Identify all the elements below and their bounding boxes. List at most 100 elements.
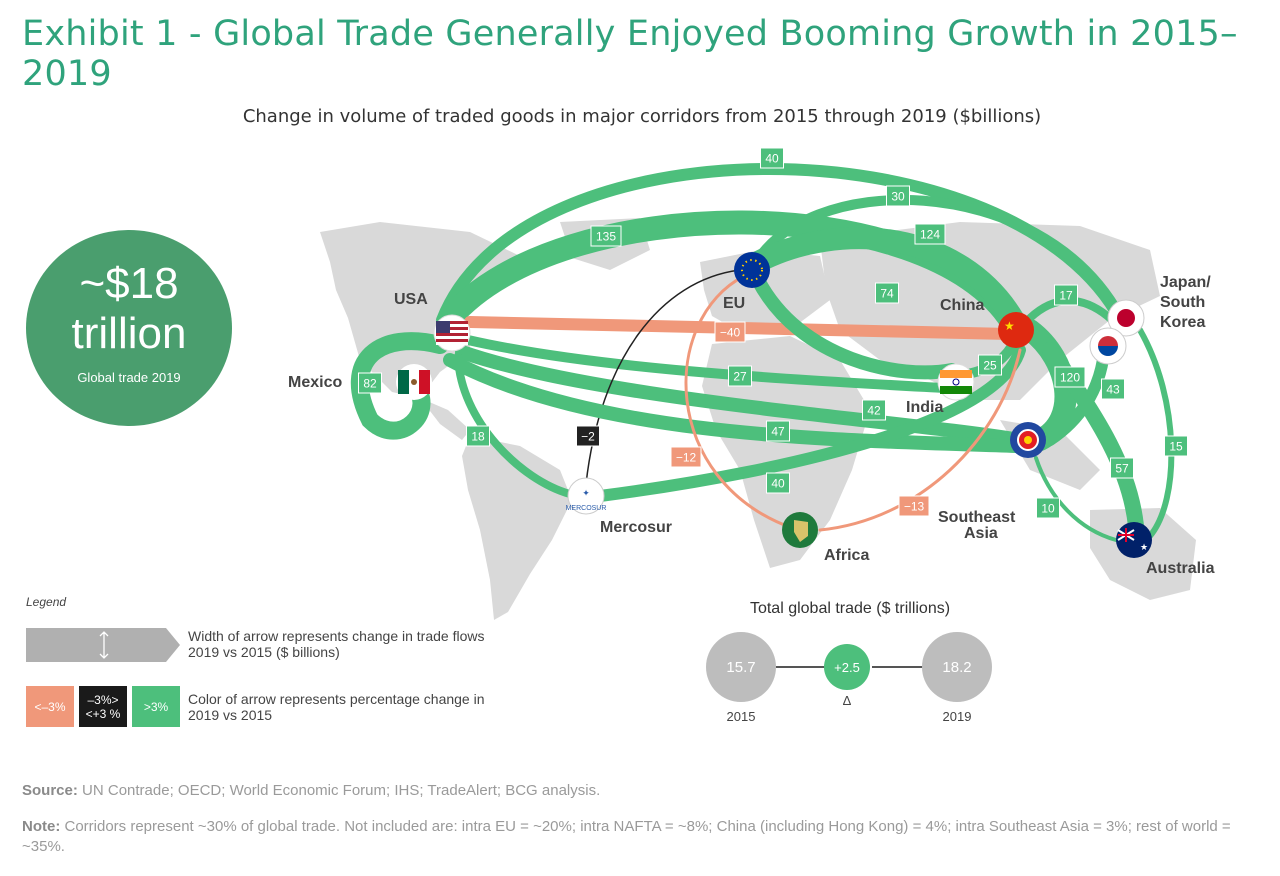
flow-label-box xyxy=(1054,284,1078,306)
australia-flag-icon: ★ xyxy=(1116,522,1152,558)
svg-text:✦: ✦ xyxy=(582,488,590,498)
label-usa: USA xyxy=(394,291,428,308)
flow-label: 43 xyxy=(1101,378,1125,400)
flow-label: 10 xyxy=(1036,497,1060,519)
flow-label-value: 27 xyxy=(733,370,747,384)
region-labels: USA Mexico EU China Japan/ South Korea I… xyxy=(288,274,1215,577)
flow-label-box xyxy=(670,446,702,468)
flow-label-value: −12 xyxy=(676,451,697,465)
legend-color-text: Color of arrow represents percentage cha… xyxy=(188,691,485,723)
legend-box-positive: >3% xyxy=(132,686,180,727)
total-delta-circle: +2.5 xyxy=(824,644,870,690)
note-label: Note: xyxy=(22,818,61,835)
flow-china-sea xyxy=(1019,319,1077,451)
flow-label-box xyxy=(466,425,490,447)
flow-label-value: 30 xyxy=(891,190,905,204)
flow-label-box xyxy=(1054,366,1086,388)
flow-label-value: −2 xyxy=(581,430,595,444)
central-america-landmass xyxy=(420,398,470,440)
label-japan-line2: South xyxy=(1160,294,1205,311)
flow-label-value: 74 xyxy=(880,287,894,301)
flow-label-value: 10 xyxy=(1041,502,1055,516)
flow-label: 27 xyxy=(728,365,752,387)
flow-eu-africa xyxy=(684,274,794,530)
flow-label-value: −40 xyxy=(720,326,741,340)
flow-eu-india xyxy=(751,273,959,380)
total-connector-right xyxy=(872,666,924,668)
svg-text:MERCOSUR: MERCOSUR xyxy=(566,505,607,512)
flow-label-box xyxy=(728,365,752,387)
flow-label-box xyxy=(886,185,910,207)
label-eu: EU xyxy=(723,295,745,312)
chart-title: Exhibit 1 - Global Trade Generally Enjoy… xyxy=(22,14,1238,94)
flow-label-value: 25 xyxy=(983,359,997,373)
legend-box-neutral: –3%> <+3 % xyxy=(79,686,127,727)
source-label: Source: xyxy=(22,782,78,799)
flow-label-box xyxy=(1164,435,1188,457)
flow-label-box xyxy=(358,372,382,394)
flow-label-value: 82 xyxy=(363,377,377,391)
flow-label: 135 xyxy=(590,225,622,247)
japan-flag-icon xyxy=(1107,299,1145,337)
label-japan-line1: Japan/ xyxy=(1160,274,1211,291)
china-flag-icon: ★ xyxy=(998,312,1034,348)
africa-landmass xyxy=(702,336,870,568)
svg-text:★: ★ xyxy=(1004,319,1015,333)
flow-label: −13 xyxy=(898,495,930,517)
label-india: India xyxy=(906,399,943,416)
flow-label-value: 17 xyxy=(1059,289,1073,303)
korea-flag-icon xyxy=(1089,327,1127,365)
flow-label: −40 xyxy=(714,321,746,343)
flow-japan-australia xyxy=(1137,327,1175,539)
flow-label-value: −13 xyxy=(904,500,925,514)
flow-usa-mercosur xyxy=(454,352,574,498)
flow-usa-mexico xyxy=(350,332,449,440)
label-australia: Australia xyxy=(1146,560,1215,577)
flow-label: 57 xyxy=(1110,457,1134,479)
flow-label-box xyxy=(1110,457,1134,479)
flow-label-box xyxy=(875,282,899,304)
flow-label: 25 xyxy=(978,354,1002,376)
flow-label: −2 xyxy=(576,425,600,447)
flow-label-value: 47 xyxy=(771,425,785,439)
total-connector-left xyxy=(776,666,826,668)
flow-label-box xyxy=(898,495,930,517)
flow-label-value: 40 xyxy=(765,152,779,166)
flow-label: 74 xyxy=(875,282,899,304)
flow-label-value: 18 xyxy=(471,430,485,444)
flow-label-value: 57 xyxy=(1115,462,1129,476)
flow-label: 18 xyxy=(466,425,490,447)
source-note: Source: UN Contrade; OECD; World Economi… xyxy=(22,782,600,799)
stat-value-line2: trillion xyxy=(71,309,187,358)
flow-labels: 40 30 135 124 −40 82 74 17 25 27 42 18 −2 47 40 −12 −13 1… xyxy=(358,147,1188,519)
label-mercosur: Mercosur xyxy=(600,519,672,536)
mexico-flag-icon xyxy=(396,364,432,400)
flow-usa-india xyxy=(463,335,949,393)
flow-label-box xyxy=(766,420,790,442)
global-trade-stat: ~$18 trillion Global trade 2019 xyxy=(26,230,232,426)
flow-label-value: 40 xyxy=(771,477,785,491)
flow-label: −12 xyxy=(670,446,702,468)
label-china: China xyxy=(940,297,985,314)
flow-label-box xyxy=(590,225,622,247)
flow-label-value: 120 xyxy=(1060,371,1080,385)
chart-subtitle: Change in volume of traded goods in majo… xyxy=(242,106,1042,127)
total-2015-circle: 15.7 xyxy=(706,632,776,702)
label-sea-line1: Southeast xyxy=(938,509,1016,526)
footnote: Note: Corridors represent ~30% of global… xyxy=(22,817,1252,857)
flow-label-box xyxy=(766,472,790,494)
total-trade-title: Total global trade ($ trillions) xyxy=(749,600,951,617)
flow-label: 17 xyxy=(1054,284,1078,306)
legend-box-negative: <–3% xyxy=(26,686,74,727)
total-delta-label: Δ xyxy=(842,693,852,708)
flow-label-box xyxy=(914,223,946,245)
eu-flag-icon xyxy=(734,252,770,288)
label-mexico: Mexico xyxy=(288,374,342,391)
label-sea-line2: Asia xyxy=(964,525,998,542)
flow-label: 124 xyxy=(914,223,946,245)
label-africa: Africa xyxy=(824,547,869,564)
flow-label-box xyxy=(714,321,746,343)
flow-label: 15 xyxy=(1164,435,1188,457)
source-text: UN Contrade; OECD; World Economic Forum;… xyxy=(77,782,601,799)
